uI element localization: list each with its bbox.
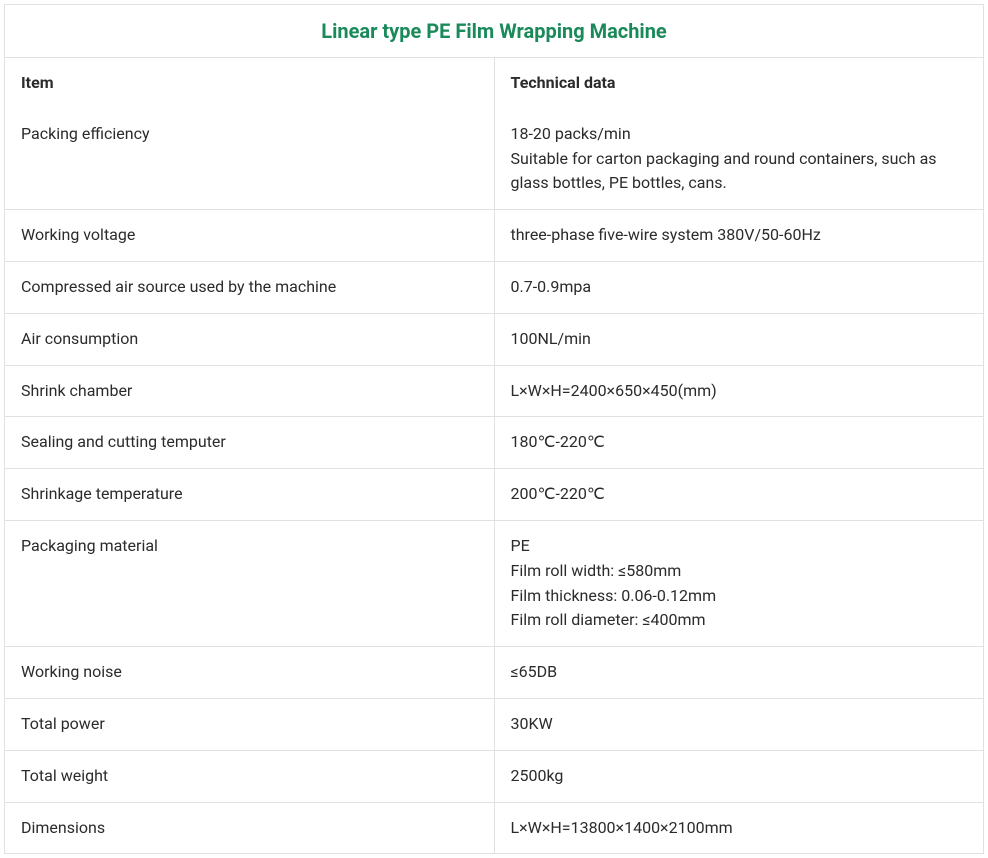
table-row: Total power 30KW: [5, 698, 983, 750]
cell-data: ≤65DB: [494, 647, 983, 699]
cell-data: PEFilm roll width: ≤580mmFilm thickness:…: [494, 520, 983, 646]
cell-data-line: Suitable for carton packaging and round …: [511, 147, 968, 197]
cell-data: 2500kg: [494, 750, 983, 802]
cell-item: Packaging material: [5, 520, 494, 646]
cell-data: 0.7-0.9mpa: [494, 261, 983, 313]
cell-data-line: 180℃-220℃: [511, 430, 968, 455]
table-row: Working voltage three-phase five-wire sys…: [5, 210, 983, 262]
cell-item: Working voltage: [5, 210, 494, 262]
cell-data: three-phase five-wire system 380V/50-60H…: [494, 210, 983, 262]
cell-data-line: L×W×H=2400×650×450(mm): [511, 379, 968, 404]
table-row: Total weight 2500kg: [5, 750, 983, 802]
cell-item: Sealing and cutting temputer: [5, 417, 494, 469]
table-row: Working noise ≤65DB: [5, 647, 983, 699]
cell-data-line: 18-20 packs/min: [511, 122, 968, 147]
cell-item: Dimensions: [5, 802, 494, 853]
cell-data-line: 30KW: [511, 712, 968, 737]
cell-data: L×W×H=2400×650×450(mm): [494, 365, 983, 417]
table-row: Sealing and cutting temputer 180℃-220℃: [5, 417, 983, 469]
cell-data-line: 200℃-220℃: [511, 482, 968, 507]
cell-data-line: three-phase five-wire system 380V/50-60H…: [511, 223, 968, 248]
table-row: Shrinkage temperature 200℃-220℃: [5, 469, 983, 521]
header-data: Technical data: [494, 58, 983, 109]
cell-item: Air consumption: [5, 313, 494, 365]
table-row: Shrink chamber L×W×H=2400×650×450(mm): [5, 365, 983, 417]
cell-item: Total power: [5, 698, 494, 750]
table-header-row: Item Technical data: [5, 58, 983, 109]
cell-data-line: Film roll width: ≤580mm: [511, 559, 968, 584]
cell-data: 180℃-220℃: [494, 417, 983, 469]
cell-data: 100NL/min: [494, 313, 983, 365]
table-row: Air consumption 100NL/min: [5, 313, 983, 365]
table-body: Packing efficiency18-20 packs/minSuitabl…: [5, 109, 983, 854]
cell-data: L×W×H=13800×1400×2100mm: [494, 802, 983, 853]
cell-item: Working noise: [5, 647, 494, 699]
cell-data-line: PE: [511, 534, 968, 559]
cell-item: Packing efficiency: [5, 109, 494, 210]
cell-data-line: Film roll diameter: ≤400mm: [511, 608, 968, 633]
cell-data-line: 100NL/min: [511, 327, 968, 352]
spec-table: Item Technical data Packing efficiency18…: [5, 58, 983, 853]
spec-table-container: Linear type PE Film Wrapping Machine Ite…: [4, 4, 984, 854]
cell-item: Shrinkage temperature: [5, 469, 494, 521]
header-item: Item: [5, 58, 494, 109]
table-title-text: Linear type PE Film Wrapping Machine: [321, 19, 667, 43]
table-row: Packing efficiency18-20 packs/minSuitabl…: [5, 109, 983, 210]
cell-data-line: L×W×H=13800×1400×2100mm: [511, 816, 968, 841]
cell-data: 30KW: [494, 698, 983, 750]
cell-data-line: 2500kg: [511, 764, 968, 789]
table-row: Compressed air source used by the machin…: [5, 261, 983, 313]
cell-data-line: ≤65DB: [511, 660, 968, 685]
table-title: Linear type PE Film Wrapping Machine: [5, 5, 983, 58]
cell-data-line: Film thickness: 0.06-0.12mm: [511, 584, 968, 609]
table-row: Dimensions L×W×H=13800×1400×2100mm: [5, 802, 983, 853]
cell-data-line: 0.7-0.9mpa: [511, 275, 968, 300]
table-row: Packaging materialPEFilm roll width: ≤58…: [5, 520, 983, 646]
cell-data: 18-20 packs/minSuitable for carton packa…: [494, 109, 983, 210]
cell-data: 200℃-220℃: [494, 469, 983, 521]
cell-item: Shrink chamber: [5, 365, 494, 417]
cell-item: Total weight: [5, 750, 494, 802]
cell-item: Compressed air source used by the machin…: [5, 261, 494, 313]
